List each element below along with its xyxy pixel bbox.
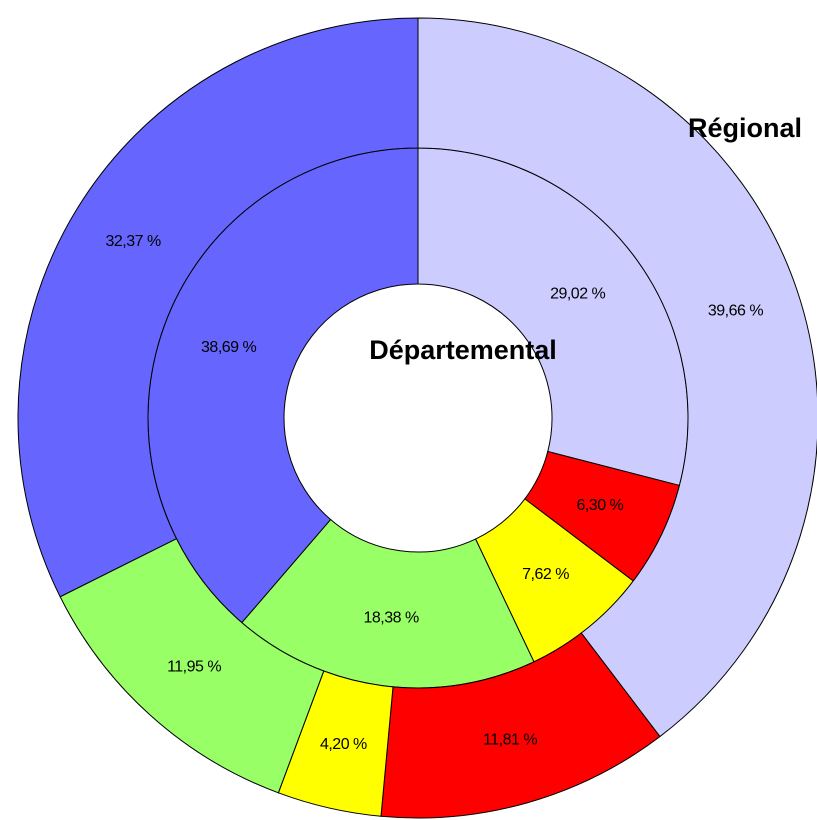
- segment: [17, 17, 419, 598]
- value-label: 39,66 %: [708, 302, 763, 319]
- value-label: 4,20 %: [320, 736, 367, 753]
- value-label: 7,62 %: [522, 566, 569, 583]
- rings: [17, 17, 817, 819]
- value-label: 32,37 %: [105, 233, 160, 250]
- segment: [417, 17, 817, 738]
- value-label: 38,69 %: [201, 339, 256, 356]
- series-name: Départemental: [369, 335, 557, 365]
- value-label: 18,38 %: [364, 609, 419, 626]
- series-name: Régional: [688, 113, 802, 143]
- value-label: 11,95 %: [167, 658, 221, 675]
- value-label: 6,30 %: [576, 497, 623, 514]
- value-label: 29,02 %: [550, 285, 605, 302]
- value-label: 11,81 %: [483, 731, 537, 748]
